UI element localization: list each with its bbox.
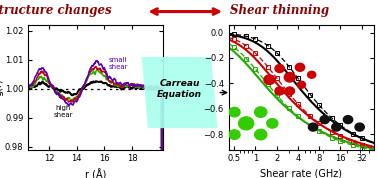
Circle shape xyxy=(229,107,240,117)
Y-axis label: g(r): g(r) xyxy=(0,78,4,96)
Circle shape xyxy=(284,72,295,82)
Circle shape xyxy=(308,71,316,78)
Circle shape xyxy=(275,65,284,72)
Circle shape xyxy=(320,116,329,124)
Circle shape xyxy=(264,75,275,85)
Circle shape xyxy=(355,123,364,131)
Circle shape xyxy=(239,117,254,130)
Circle shape xyxy=(275,87,284,95)
Text: Carreau
Equation: Carreau Equation xyxy=(157,79,202,99)
Circle shape xyxy=(308,123,318,131)
Polygon shape xyxy=(142,57,217,128)
Circle shape xyxy=(255,129,267,140)
Circle shape xyxy=(229,130,240,139)
Circle shape xyxy=(267,119,278,128)
Circle shape xyxy=(285,87,294,95)
Circle shape xyxy=(295,63,305,71)
Text: Structure changes: Structure changes xyxy=(0,4,112,17)
Text: small
shear: small shear xyxy=(108,57,128,70)
Text: high
shear: high shear xyxy=(53,105,73,118)
Circle shape xyxy=(343,116,353,124)
Circle shape xyxy=(297,81,305,88)
X-axis label: r (Å): r (Å) xyxy=(85,169,106,178)
X-axis label: Shear rate (GHz): Shear rate (GHz) xyxy=(260,169,342,178)
Text: Shear thinning: Shear thinning xyxy=(230,4,329,17)
Circle shape xyxy=(255,107,267,117)
Circle shape xyxy=(332,123,341,131)
